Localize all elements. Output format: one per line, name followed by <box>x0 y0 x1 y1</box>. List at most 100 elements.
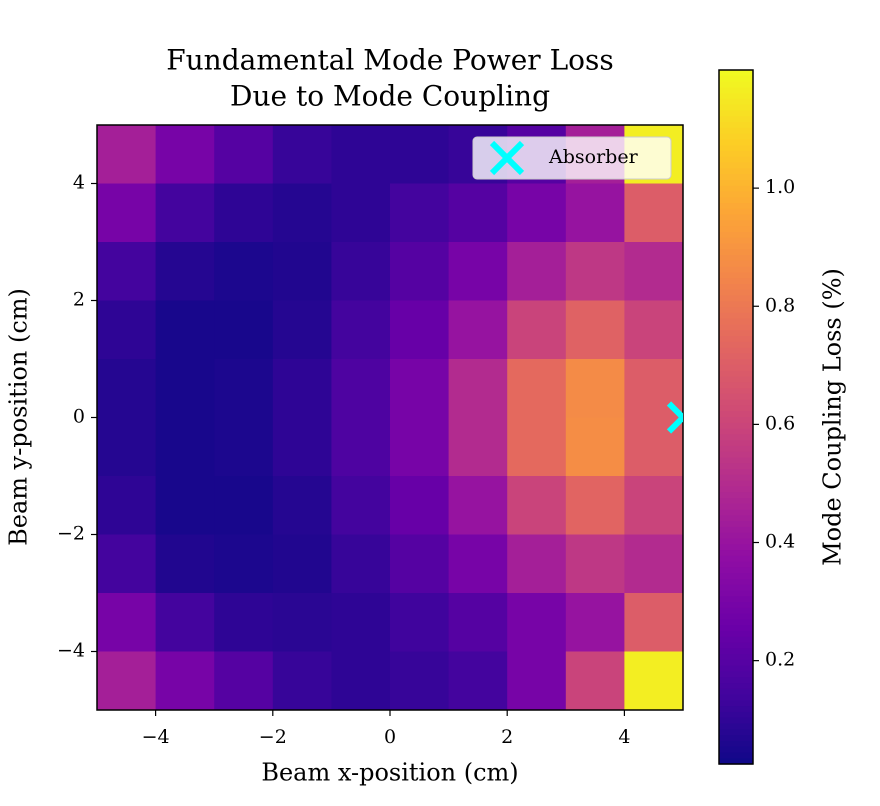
colorbar-segment <box>719 636 753 644</box>
heatmap-cell <box>565 183 625 243</box>
colorbar-segment <box>719 555 753 563</box>
colorbar-segment <box>719 746 753 754</box>
colorbar-segment <box>719 729 753 736</box>
heatmap-cell <box>565 300 625 360</box>
colorbar-segment <box>719 625 753 632</box>
heatmap-cell <box>97 417 157 477</box>
colorbar-segment <box>719 272 753 279</box>
colorbar-segment <box>719 417 753 424</box>
colorbar-segment <box>719 399 753 407</box>
x-tick-label: −2 <box>259 726 287 748</box>
heatmap-cell <box>272 300 332 360</box>
colorbar-segment <box>719 526 753 534</box>
colorbar-segment <box>719 630 753 638</box>
heatmap-cell <box>390 125 450 184</box>
heatmap-cell <box>390 593 450 652</box>
heatmap-cell <box>390 242 450 301</box>
colorbar-segment <box>719 393 753 401</box>
colorbar-segment <box>719 98 753 106</box>
y-tick-label: 0 <box>73 406 85 428</box>
heatmap-cell <box>507 359 567 418</box>
colorbar-segment <box>719 226 753 233</box>
heatmap-cell <box>97 476 157 535</box>
heatmap-cell <box>331 651 391 711</box>
colorbar-segment <box>719 457 753 464</box>
colorbar-segment <box>719 654 753 661</box>
colorbar-segment <box>719 179 753 187</box>
heatmap-cell <box>565 417 625 477</box>
colorbar-segment <box>719 711 753 719</box>
x-tick-label: 2 <box>501 726 513 748</box>
colorbar-segment <box>719 434 753 441</box>
heatmap-cell <box>331 242 391 301</box>
marker-stroke <box>489 140 525 176</box>
heatmap-cell <box>272 242 332 301</box>
x-tick-label: 4 <box>618 726 630 748</box>
heatmap-cell <box>507 534 567 594</box>
colorbar-segment <box>719 683 753 690</box>
heatmap-cell <box>448 242 508 301</box>
heatmap-cell <box>390 300 450 360</box>
colorbar-label: Mode Coupling Loss (%) <box>819 268 847 566</box>
colorbar-segment <box>719 613 753 621</box>
colorbar-segment <box>719 330 753 337</box>
heatmap-cell <box>448 300 508 360</box>
colorbar-segment <box>719 694 753 701</box>
heatmap-cell <box>448 593 508 652</box>
chart-title: Fundamental Mode Power Loss <box>166 44 614 77</box>
colorbar-segment <box>719 486 753 493</box>
colorbar-segment <box>719 150 753 158</box>
colorbar-segment <box>719 87 753 94</box>
colorbar-segment <box>719 735 753 742</box>
colorbar-segment <box>719 607 753 615</box>
heatmap-cell <box>390 534 450 594</box>
colorbar-segment <box>719 706 753 713</box>
heatmap-cell <box>331 476 391 535</box>
heatmap-cell <box>565 476 625 535</box>
colorbar-segment <box>719 480 753 487</box>
colorbar-segment <box>719 231 753 239</box>
colorbar-segment <box>719 359 753 366</box>
colorbar-segment <box>719 463 753 470</box>
colorbar-segment <box>719 451 753 459</box>
heatmap-cell <box>272 125 332 184</box>
colorbar-tick-label: 0.4 <box>765 531 795 553</box>
colorbar-segment <box>719 492 753 499</box>
heatmap-cell <box>624 593 684 652</box>
y-tick-label: −4 <box>57 640 85 662</box>
heatmap-cell <box>97 300 157 360</box>
heatmap-cell <box>507 593 567 652</box>
chart-title: Due to Mode Coupling <box>230 80 550 113</box>
heatmap-cell <box>155 417 215 477</box>
colorbar-segment <box>719 324 753 331</box>
heatmap-cell <box>214 125 274 184</box>
heatmap-cell <box>390 183 450 243</box>
colorbar-segment <box>719 602 753 609</box>
heatmap-cell <box>565 651 625 711</box>
legend-box <box>472 136 672 180</box>
colorbar-segment <box>719 156 753 164</box>
heatmap-cell <box>565 593 625 652</box>
heatmap-cell <box>214 476 274 535</box>
heatmap-cell <box>214 417 274 477</box>
colorbar-segment <box>719 428 753 435</box>
heatmap-cell <box>97 242 157 301</box>
heatmap-cell <box>448 417 508 477</box>
heatmap-cell <box>448 651 508 711</box>
colorbar-segment <box>719 301 753 308</box>
colorbar-segment <box>719 376 753 383</box>
heatmap-cell <box>155 183 215 243</box>
heatmap-cell <box>624 651 684 711</box>
heatmap-cell <box>390 417 450 477</box>
heatmap-cell <box>331 183 391 243</box>
heatmap-cell <box>272 183 332 243</box>
heatmap-cell <box>624 534 684 594</box>
colorbar-segment <box>719 197 753 204</box>
heatmap-cell <box>272 593 332 652</box>
colorbar-segment <box>719 619 753 626</box>
heatmap-cell <box>155 476 215 535</box>
colorbar-tick-label: 1.0 <box>765 176 795 198</box>
heatmap-cell <box>624 242 684 301</box>
colorbar-tick-label: 0.2 <box>765 649 795 671</box>
